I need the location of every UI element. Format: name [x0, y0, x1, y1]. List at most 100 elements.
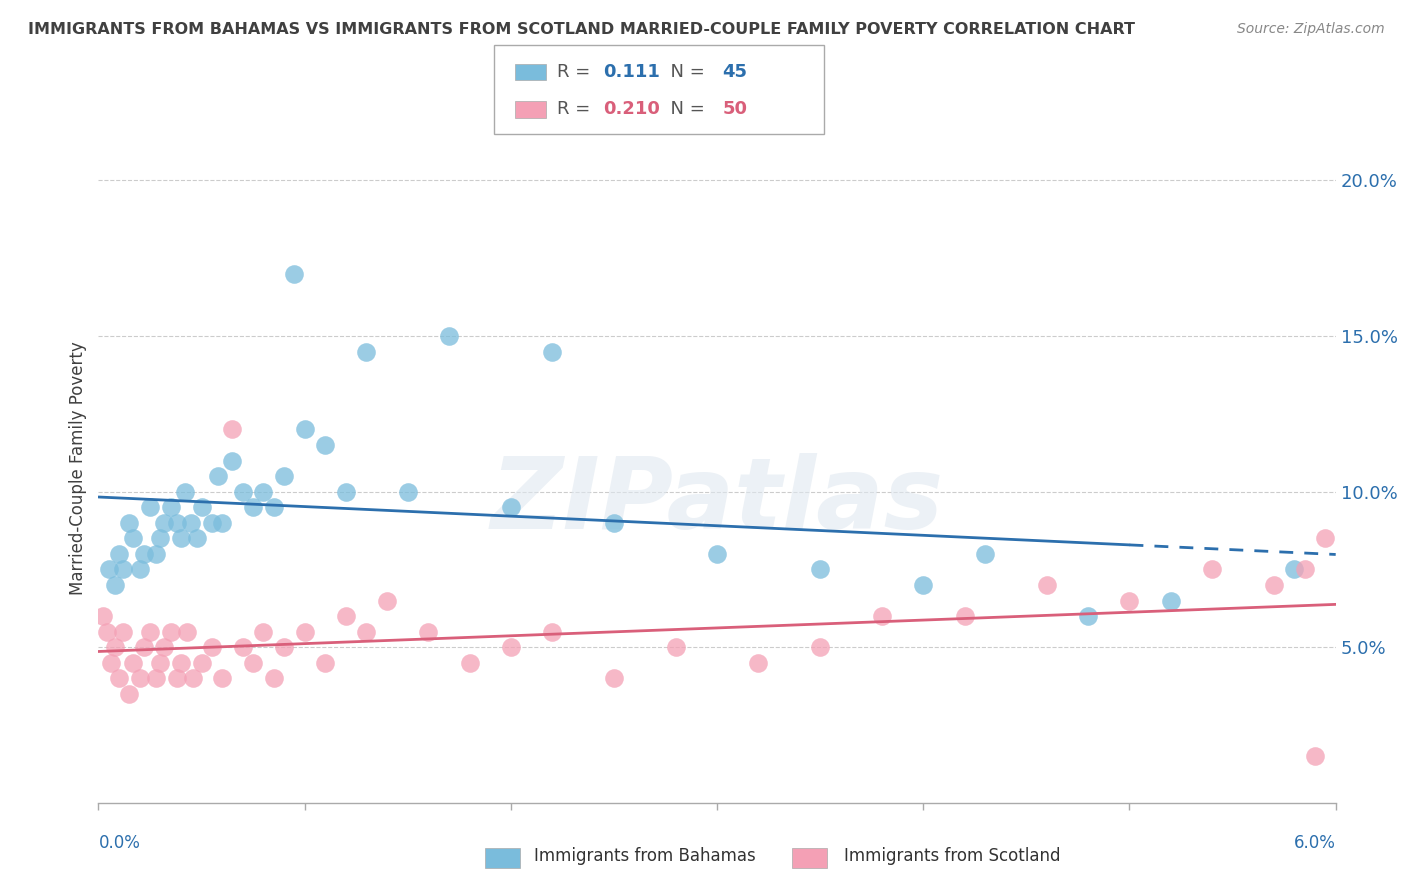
Point: [166, 516, 188, 530]
Point: [314, 656, 336, 670]
Point: [706, 547, 728, 561]
Point: [1263, 578, 1285, 592]
Point: [118, 516, 141, 530]
Text: N =: N =: [659, 100, 711, 119]
Point: [170, 656, 193, 670]
Point: [1284, 562, 1306, 576]
Point: [211, 516, 233, 530]
Point: [335, 609, 357, 624]
Point: [437, 329, 460, 343]
Point: [541, 344, 564, 359]
Point: [808, 562, 831, 576]
Point: [1315, 531, 1337, 545]
Text: 50: 50: [723, 100, 748, 119]
Point: [190, 500, 212, 515]
Point: [396, 484, 419, 499]
Point: [201, 640, 224, 655]
Point: [912, 578, 935, 592]
Point: [221, 453, 243, 467]
Text: IMMIGRANTS FROM BAHAMAS VS IMMIGRANTS FROM SCOTLAND MARRIED-COUPLE FAMILY POVERT: IMMIGRANTS FROM BAHAMAS VS IMMIGRANTS FR…: [28, 22, 1135, 37]
Point: [104, 578, 127, 592]
Point: [180, 516, 202, 530]
Point: [263, 500, 285, 515]
Point: [176, 624, 198, 639]
Point: [96, 624, 118, 639]
Point: [242, 500, 264, 515]
Point: [953, 609, 976, 624]
Point: [139, 624, 162, 639]
Point: [335, 484, 357, 499]
Point: [252, 484, 274, 499]
Point: [356, 344, 378, 359]
Text: R =: R =: [557, 62, 596, 80]
Point: [128, 562, 150, 576]
Point: [603, 671, 626, 685]
Point: [273, 640, 295, 655]
Text: Immigrants from Bahamas: Immigrants from Bahamas: [534, 847, 756, 865]
Point: [232, 640, 254, 655]
Point: [153, 516, 176, 530]
Point: [159, 500, 181, 515]
Point: [232, 484, 254, 499]
Point: [221, 422, 243, 436]
Point: [242, 656, 264, 670]
Point: [97, 562, 120, 576]
Point: [1036, 578, 1059, 592]
Text: 45: 45: [723, 62, 748, 80]
Text: R =: R =: [557, 100, 596, 119]
Point: [1160, 593, 1182, 607]
Point: [665, 640, 688, 655]
Point: [104, 640, 127, 655]
Point: [294, 624, 316, 639]
Text: 6.0%: 6.0%: [1294, 834, 1336, 852]
Point: [294, 422, 316, 436]
Point: [283, 267, 305, 281]
Point: [252, 624, 274, 639]
Point: [1201, 562, 1223, 576]
Point: [166, 671, 188, 685]
Point: [808, 640, 831, 655]
Point: [207, 469, 229, 483]
Point: [181, 671, 204, 685]
Point: [201, 516, 224, 530]
Point: [1303, 749, 1326, 764]
Point: [499, 640, 522, 655]
Point: [112, 624, 135, 639]
Point: [149, 531, 172, 545]
Point: [541, 624, 564, 639]
Text: Immigrants from Scotland: Immigrants from Scotland: [844, 847, 1060, 865]
Point: [1077, 609, 1099, 624]
Point: [1118, 593, 1140, 607]
Point: [870, 609, 893, 624]
Text: N =: N =: [659, 62, 711, 80]
Point: [112, 562, 135, 576]
Point: [190, 656, 212, 670]
Y-axis label: Married-Couple Family Poverty: Married-Couple Family Poverty: [69, 342, 87, 595]
Point: [375, 593, 398, 607]
Text: 0.111: 0.111: [603, 62, 659, 80]
Text: 0.210: 0.210: [603, 100, 659, 119]
Text: Source: ZipAtlas.com: Source: ZipAtlas.com: [1237, 22, 1385, 37]
Point: [211, 671, 233, 685]
Text: 0.0%: 0.0%: [98, 834, 141, 852]
Point: [153, 640, 176, 655]
Point: [1294, 562, 1316, 576]
Point: [747, 656, 769, 670]
Point: [159, 624, 181, 639]
Point: [91, 609, 114, 624]
Point: [128, 671, 150, 685]
Point: [132, 547, 155, 561]
Point: [145, 671, 167, 685]
Point: [170, 531, 193, 545]
Point: [132, 640, 155, 655]
Point: [974, 547, 997, 561]
Point: [499, 500, 522, 515]
Point: [139, 500, 162, 515]
Point: [122, 656, 145, 670]
Point: [149, 656, 172, 670]
Point: [273, 469, 295, 483]
Point: [356, 624, 378, 639]
Point: [174, 484, 197, 499]
Point: [418, 624, 440, 639]
Point: [145, 547, 167, 561]
